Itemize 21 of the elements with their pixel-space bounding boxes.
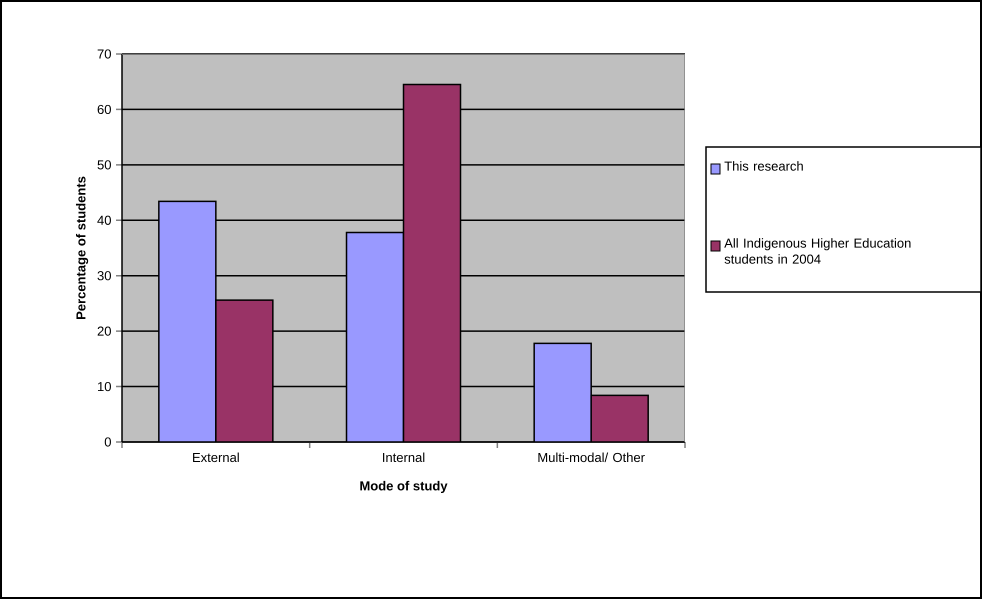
- x-tick-label: Multi-modal/ Other: [538, 452, 645, 462]
- y-tick-label: 20: [98, 326, 111, 336]
- y-tick-label: 30: [98, 271, 111, 280]
- y-tick-label: 60: [98, 104, 111, 114]
- y-axis-title: Percentage of students: [76, 176, 88, 319]
- bar: [215, 299, 274, 442]
- y-tick-label: 10: [98, 382, 111, 392]
- y-tick-label: 0: [104, 437, 111, 447]
- y-tick-label: 40: [97, 216, 111, 225]
- legend-label: This research: [724, 161, 803, 171]
- y-tick-label: 50: [98, 160, 111, 170]
- bar: [590, 394, 649, 442]
- bar: [346, 232, 404, 442]
- x-tick-label: External: [193, 452, 239, 462]
- bar: [158, 200, 217, 442]
- legend-label: All Indigenous Higher Education students in 2004: [724, 238, 910, 264]
- x-axis-title: Mode of study: [360, 480, 448, 494]
- x-tick-label: Internal: [383, 452, 424, 462]
- bar: [533, 342, 592, 442]
- y-tick-label: 70: [98, 49, 111, 59]
- bar: [402, 84, 462, 442]
